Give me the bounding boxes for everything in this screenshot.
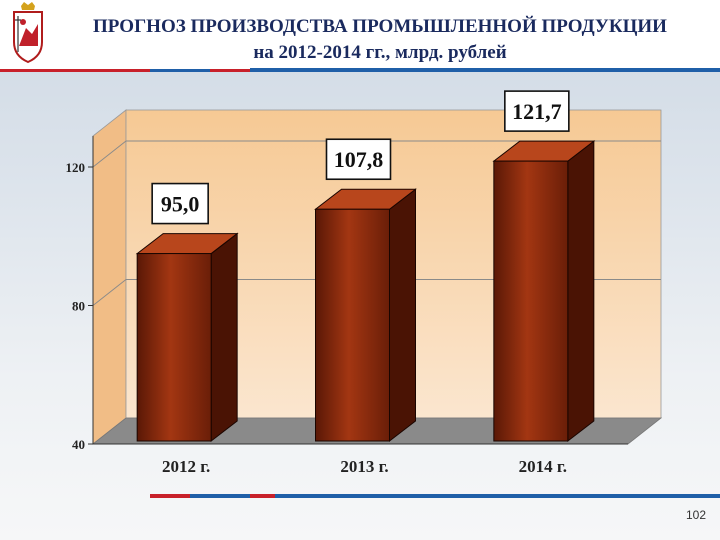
gridline [92,279,661,306]
title-line-1: ПРОГНОЗ ПРОИЗВОДСТВА ПРОМЫШЛЕННОЙ ПРОДУК… [93,16,667,37]
header-band [0,0,720,72]
gridline [92,140,661,168]
bar-2012г [135,232,239,443]
data-label-box [325,138,392,181]
bar-side [389,188,416,443]
page-title: ПРОГНОЗ ПРОИЗВОДСТВА ПРОМЫШЛЕННОЙ ПРОДУК… [60,14,700,66]
title-line-2: на 2012-2014 гг., млрд. рублей [253,42,507,63]
header-divider [0,68,720,72]
data-label-box [504,90,570,132]
data-label-box [151,182,209,225]
y-tick-label: 120 [66,160,86,175]
bar-side [210,232,238,443]
footer-divider [150,494,720,498]
x-category-label: 2013 г. [340,457,388,476]
bar-front [315,208,390,442]
bar-front [493,160,569,442]
data-label: 95,0 [161,192,200,217]
bar-2013г [314,188,417,443]
x-category-label: 2012 г. [162,457,210,476]
page-number: 102 [685,508,706,522]
chart-side-wall [92,109,127,445]
y-tick-label: 80 [72,299,85,314]
data-label: 121,7 [512,99,562,124]
data-label: 107,8 [334,147,384,172]
bar-2014г [492,140,596,443]
bar-side [567,140,595,443]
coat-of-arms-icon [13,2,43,64]
bar-front [136,253,212,442]
x-category-label: 2014 г. [519,457,567,476]
y-tick-label: 40 [72,437,85,452]
